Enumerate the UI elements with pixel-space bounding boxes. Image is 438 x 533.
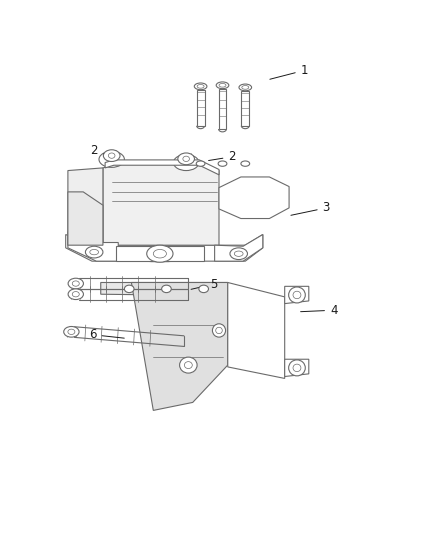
Text: 1: 1: [270, 64, 308, 79]
Polygon shape: [68, 192, 103, 245]
Polygon shape: [219, 177, 289, 219]
Polygon shape: [68, 232, 118, 261]
Ellipse shape: [241, 161, 250, 166]
Text: 6: 6: [89, 328, 124, 341]
Ellipse shape: [68, 278, 84, 289]
Polygon shape: [219, 88, 226, 129]
Polygon shape: [66, 235, 263, 261]
Polygon shape: [285, 359, 309, 376]
Ellipse shape: [103, 150, 120, 161]
Ellipse shape: [68, 289, 84, 300]
Ellipse shape: [173, 155, 199, 171]
Polygon shape: [228, 282, 285, 378]
Ellipse shape: [147, 245, 173, 262]
Ellipse shape: [64, 327, 79, 337]
Ellipse shape: [289, 360, 305, 376]
Polygon shape: [116, 246, 204, 261]
Ellipse shape: [218, 161, 227, 166]
Polygon shape: [131, 282, 228, 410]
Polygon shape: [197, 90, 205, 126]
Ellipse shape: [178, 153, 194, 165]
Ellipse shape: [199, 285, 208, 293]
Ellipse shape: [230, 248, 247, 260]
Text: 4: 4: [300, 304, 338, 317]
Ellipse shape: [99, 151, 124, 167]
Ellipse shape: [85, 246, 103, 258]
Ellipse shape: [212, 324, 226, 337]
Text: 2: 2: [90, 144, 110, 157]
Ellipse shape: [162, 285, 171, 293]
Polygon shape: [215, 235, 263, 261]
Ellipse shape: [180, 357, 197, 373]
Text: 2: 2: [208, 150, 236, 163]
Polygon shape: [101, 282, 228, 296]
Polygon shape: [285, 286, 309, 304]
Polygon shape: [241, 91, 249, 126]
Ellipse shape: [289, 287, 305, 303]
Ellipse shape: [216, 82, 229, 88]
Polygon shape: [103, 163, 219, 245]
Polygon shape: [105, 160, 219, 175]
Polygon shape: [68, 168, 103, 245]
Ellipse shape: [196, 161, 205, 166]
Ellipse shape: [124, 285, 134, 293]
Text: 3: 3: [291, 201, 330, 215]
Ellipse shape: [194, 83, 207, 90]
Ellipse shape: [239, 84, 251, 91]
Text: 5: 5: [191, 278, 217, 290]
